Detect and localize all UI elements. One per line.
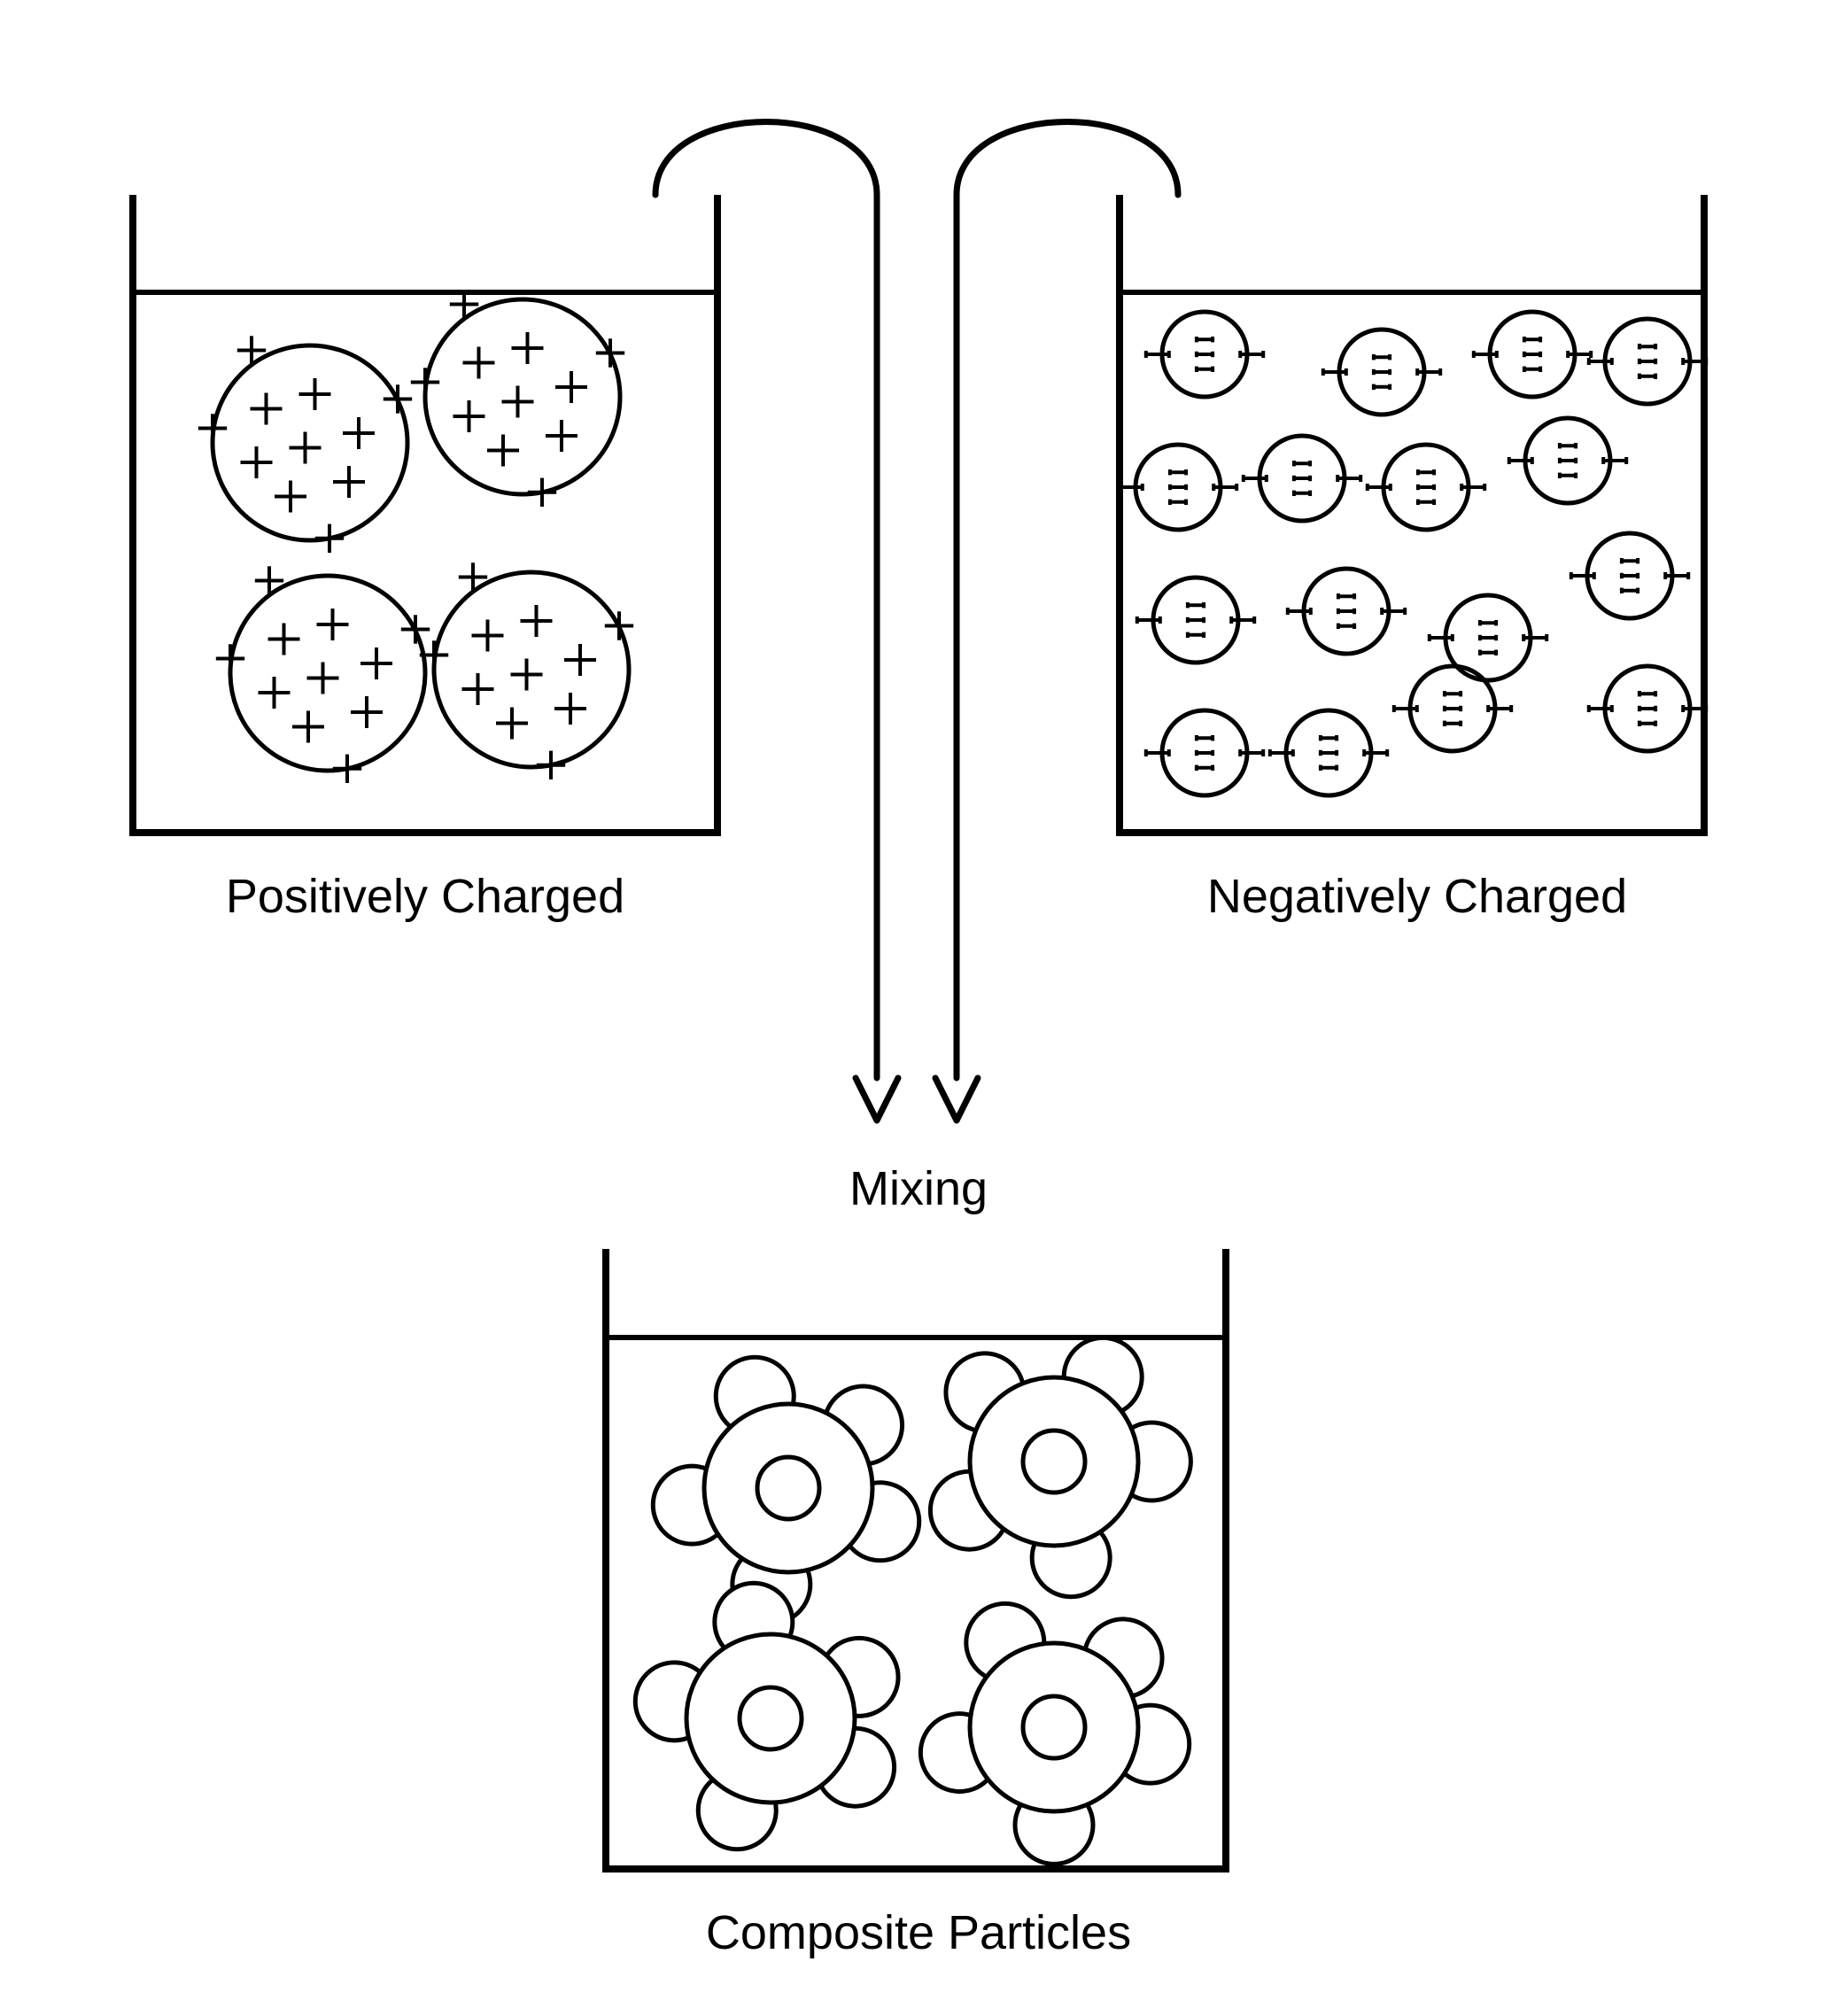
label-middle: Mixing bbox=[849, 1162, 988, 1215]
positive-particle-circle bbox=[230, 576, 425, 771]
negative-particle bbox=[1288, 569, 1405, 654]
beaker-left bbox=[133, 195, 717, 833]
negative-particle bbox=[1270, 710, 1387, 795]
composite-particle bbox=[635, 1583, 898, 1849]
composite-core bbox=[704, 1404, 872, 1572]
positive-particles-group bbox=[198, 290, 633, 783]
negative-particle bbox=[1474, 312, 1591, 397]
arrow-right-head bbox=[935, 1078, 978, 1120]
negative-particle bbox=[1571, 533, 1688, 618]
composite-core bbox=[970, 1377, 1138, 1546]
label-left: Positively Charged bbox=[226, 870, 624, 923]
composite-core bbox=[970, 1643, 1138, 1811]
negative-particle bbox=[1589, 666, 1706, 751]
positive-particle-circle bbox=[434, 572, 629, 767]
label-right: Negatively Charged bbox=[1207, 870, 1627, 923]
arrow-right-shaft bbox=[957, 122, 1178, 1079]
composite-particles-group bbox=[635, 1338, 1190, 1864]
composite-particle bbox=[653, 1357, 918, 1623]
positive-particle bbox=[420, 562, 633, 779]
arrow-left-head bbox=[856, 1078, 898, 1120]
negative-particle bbox=[1589, 319, 1706, 404]
negative-particle bbox=[1368, 445, 1484, 530]
negative-particle bbox=[1244, 436, 1360, 521]
negative-particle bbox=[1146, 312, 1263, 397]
arrow-left-shaft bbox=[655, 122, 877, 1079]
composite-core bbox=[686, 1634, 855, 1803]
composite-particle bbox=[930, 1338, 1190, 1596]
arrow-left bbox=[655, 122, 898, 1121]
positive-particle bbox=[198, 336, 412, 553]
positive-particle-circle bbox=[213, 345, 407, 540]
negative-particle bbox=[1120, 445, 1236, 530]
positive-particle-circle bbox=[425, 299, 620, 494]
positive-particle bbox=[411, 290, 624, 507]
negative-particle bbox=[1146, 710, 1263, 795]
negative-particle bbox=[1509, 418, 1626, 503]
positive-particle bbox=[216, 566, 430, 783]
negative-particle bbox=[1323, 330, 1440, 415]
label-bottom: Composite Particles bbox=[706, 1906, 1131, 1959]
composite-particle bbox=[920, 1603, 1189, 1864]
negative-particle bbox=[1137, 578, 1254, 663]
negative-particles-group bbox=[1120, 312, 1706, 795]
